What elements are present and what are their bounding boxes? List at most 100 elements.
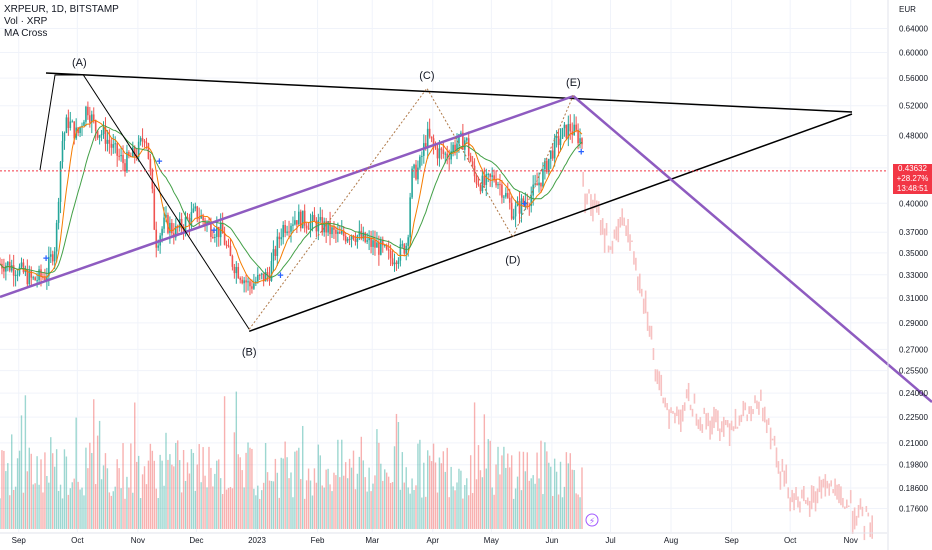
ghost-bar [789,497,791,512]
volume-bar [55,449,58,529]
volume-bar [270,480,273,529]
ghost-bar [646,311,649,331]
volume-bar [100,479,103,529]
ghost-bar [728,423,731,447]
candle-body [106,139,109,144]
volume-bar [319,455,321,529]
volume-bar [475,479,478,529]
candle-body [288,231,290,233]
volume-indicator-title[interactable]: Vol · XRP [4,16,48,27]
candle-body [157,245,159,248]
volume-bar [471,493,474,529]
ghost-bar [793,493,795,511]
volume-bar [180,492,183,529]
candle-body [26,269,29,285]
candle-body [542,169,544,187]
candle-body [5,265,7,272]
candle-body [243,280,245,284]
volume-bar [555,471,558,529]
pattern-labels: (A) (B) (C) (D) (E) [72,57,581,358]
symbol-title[interactable]: XRPEUR, 1D, BITSTAMP [4,4,119,15]
time-tick-label: Nov [844,536,858,545]
candle-body [12,265,15,276]
candle-body [124,163,126,172]
trendline-drawings[interactable]: ⚡ [0,72,932,527]
volume-bar [557,494,560,529]
volume-bar [40,459,42,529]
candle-body [24,269,27,273]
candle-body [298,211,300,225]
volume-bar [565,452,568,529]
candle-body [30,270,33,278]
time-tick-label: Feb [311,536,325,545]
time-tick-label: Nov [131,536,145,545]
ghost-bar [732,426,735,432]
ghost-bar [658,371,661,391]
volume-bar [194,490,196,529]
candle-body [274,249,277,256]
ghost-bar [719,428,721,441]
candle-body [383,244,386,246]
candle-body [456,143,458,151]
price-axis[interactable]: 0.640000.600000.560000.520000.480000.440… [887,0,928,550]
volume-bar [391,482,394,529]
volume-bar [178,460,181,529]
volume-bar [155,488,157,529]
candle-body [229,246,232,256]
ghost-bar [777,461,780,474]
volume-bar [139,498,142,529]
volume-bar [59,484,62,529]
volume-bar [221,494,224,529]
volume-bar [323,487,325,529]
ghost-bar [830,480,832,487]
ma-cross-marker: + [43,253,49,265]
ghost-bar [668,409,670,429]
ghost-bar [818,476,821,493]
ghost-bar [760,389,762,401]
volume-bar [247,442,249,529]
candle-body [139,138,142,142]
candle-body [299,211,302,229]
volume-bar [264,443,267,529]
price-tick-label: 0.25500 [899,367,928,376]
volume-bar [518,451,521,529]
ghost-bar [707,412,709,427]
volume-bar [261,490,263,529]
candle-body [536,183,538,186]
volume-bar [274,458,277,529]
volume-bar [534,483,536,529]
ghost-bar [633,251,635,265]
price-tick-label: 0.21000 [899,439,928,448]
volume-bar [419,439,421,529]
ghost-bar [605,223,608,236]
candle-body [237,266,240,279]
volume-bar [577,494,579,529]
time-axis[interactable]: Sep Oct Nov Dec 2023 Feb Mar Apr May Jun Jul Aug Sep… [0,532,887,545]
volume-bar [579,497,581,529]
volume-bar [3,450,5,529]
ghost-bar [695,413,698,426]
candle-body [90,114,93,123]
candle-body [264,272,267,282]
candle-body [48,256,50,277]
volume-bar [493,494,495,529]
volume-bar [214,473,216,529]
volume-bar [300,479,302,529]
ma-cross-indicator-title[interactable]: MA Cross [4,28,48,39]
volume-bar [403,482,405,529]
volume-bar [442,451,445,529]
ghost-bar [765,419,768,434]
candle-body [581,138,583,145]
candle-body [141,138,144,141]
candle-body [34,277,36,281]
lower-trendline [248,113,853,332]
ghost-bar [769,427,772,450]
candle-body [122,155,124,164]
volume-bar [124,498,126,529]
volume-bar [188,473,191,529]
volume-bar [503,446,505,529]
candle-body [286,231,288,233]
candle-body [32,277,35,279]
candle-body [55,222,58,252]
